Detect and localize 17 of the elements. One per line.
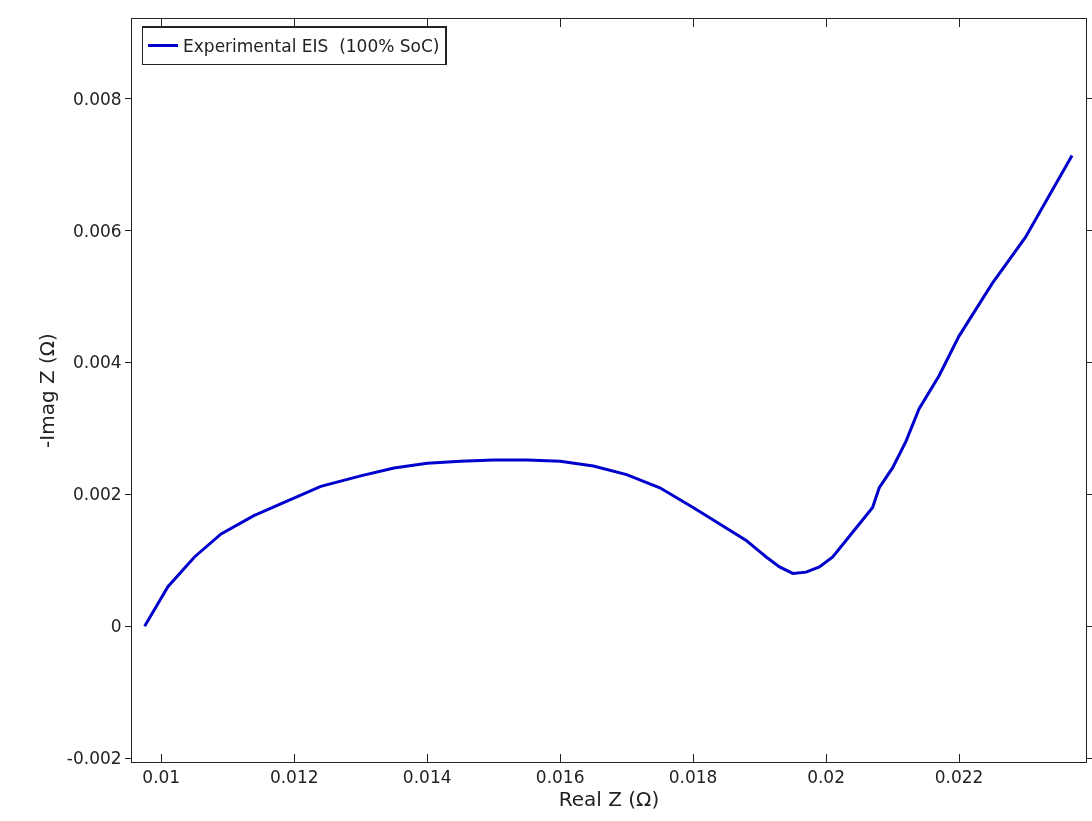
y-tick-label: 0.004 <box>72 352 122 373</box>
y-tick-label: 0 <box>110 616 122 637</box>
x-tick-label: 0.012 <box>269 767 319 788</box>
x-tick-label: 0.022 <box>934 767 984 788</box>
x-tick-label: 0.01 <box>142 767 181 788</box>
y-tick-label: -0.002 <box>66 747 122 768</box>
x-tick-label: 0.014 <box>402 767 452 788</box>
x-tick-label: 0.02 <box>807 767 845 788</box>
legend-label: Experimental EIS (100% SoC) <box>183 36 440 57</box>
y-tick-label: 0.008 <box>72 88 122 109</box>
x-axis-title: Real Z (Ω) <box>558 787 660 812</box>
line-series <box>143 153 1074 628</box>
y-tick-label: 0.006 <box>72 220 122 241</box>
x-tick-label: 0.016 <box>535 767 585 788</box>
y-axis-title: -Imag Z (Ω) <box>35 333 60 448</box>
y-tick-label: 0.002 <box>72 484 122 505</box>
x-tick-label: 0.018 <box>668 767 718 788</box>
